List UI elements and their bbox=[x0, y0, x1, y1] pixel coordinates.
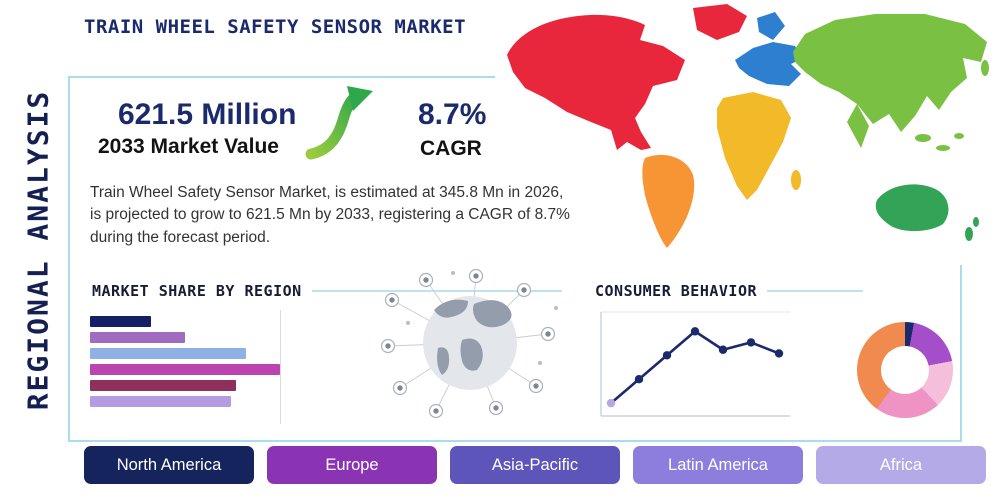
world-map bbox=[495, 0, 1000, 265]
continent-europe bbox=[735, 42, 803, 86]
market-share-donut-chart bbox=[857, 322, 953, 418]
region-button-north-america[interactable]: North America bbox=[84, 446, 254, 484]
bar-region-2 bbox=[90, 332, 185, 343]
region-button-latin-america[interactable]: Latin America bbox=[633, 446, 803, 484]
market-share-title: MARKET SHARE BY REGION bbox=[92, 282, 302, 300]
market-description: Train Wheel Safety Sensor Market, is est… bbox=[90, 184, 570, 246]
arrow-shaft bbox=[305, 89, 363, 160]
island-new-zealand-2 bbox=[973, 217, 979, 227]
region-scandinavia bbox=[757, 12, 785, 40]
cagr-stat: 8.7% bbox=[418, 98, 487, 131]
network-nodes bbox=[380, 268, 558, 419]
bar-region-4 bbox=[90, 364, 280, 375]
market-share-divider-line bbox=[311, 290, 562, 292]
bar-region-6 bbox=[90, 396, 231, 407]
continent-australia bbox=[875, 184, 949, 232]
line-point-4 bbox=[690, 327, 700, 336]
bar-region-1 bbox=[90, 316, 151, 327]
line-point-2 bbox=[634, 375, 644, 384]
island-madagascar bbox=[791, 170, 801, 190]
continent-asia bbox=[793, 14, 987, 132]
donut-hole bbox=[881, 346, 929, 394]
bar-chart-gridline bbox=[280, 310, 281, 424]
region-buttons-row: North America Europe Asia-Pacific Latin Ame… bbox=[84, 446, 986, 484]
continent-north-america bbox=[507, 14, 685, 150]
island-greenland bbox=[693, 4, 747, 40]
arrow-head bbox=[347, 86, 373, 111]
region-button-asia-pacific[interactable]: Asia-Pacific bbox=[450, 446, 620, 484]
continent-south-america bbox=[642, 154, 695, 248]
consumer-behavior-section-header: CONSUMER BEHAVIOR bbox=[595, 282, 863, 300]
island-japan bbox=[981, 60, 989, 76]
vertical-section-label: REGIONAL ANALYSIS bbox=[21, 89, 55, 411]
cagr-caption: CAGR bbox=[420, 137, 482, 160]
line-point-6 bbox=[746, 338, 756, 347]
consumer-behavior-divider-line bbox=[767, 290, 863, 292]
globe-continents bbox=[434, 299, 512, 375]
region-button-africa[interactable]: Africa bbox=[816, 446, 986, 484]
line-point-7 bbox=[774, 349, 784, 358]
region-button-europe[interactable]: Europe bbox=[267, 446, 437, 484]
continent-africa bbox=[717, 92, 791, 200]
market-share-section-header: MARKET SHARE BY REGION bbox=[92, 282, 562, 300]
line-point-1 bbox=[606, 398, 616, 408]
line-point-3 bbox=[662, 351, 672, 360]
consumer-line-chart bbox=[600, 311, 790, 417]
consumer-behavior-title: CONSUMER BEHAVIOR bbox=[595, 282, 758, 300]
island-new-zealand-1 bbox=[965, 227, 973, 241]
globe-network-illustration bbox=[380, 268, 558, 419]
bar-region-3 bbox=[90, 348, 246, 359]
island-se-asia-2 bbox=[936, 145, 950, 151]
island-se-asia-3 bbox=[954, 133, 964, 139]
market-share-bar-chart bbox=[90, 310, 390, 424]
line-point-5 bbox=[718, 345, 728, 354]
bar-region-5 bbox=[90, 380, 237, 391]
growth-arrow-icon bbox=[305, 86, 373, 160]
page-title: TRAIN WHEEL SAFETY SENSOR MARKET bbox=[84, 16, 467, 38]
market-value-caption: 2033 Market Value bbox=[98, 135, 279, 158]
island-se-asia-1 bbox=[915, 134, 931, 142]
market-value-stat: 621.5 Million bbox=[118, 98, 297, 131]
region-india bbox=[847, 104, 869, 148]
